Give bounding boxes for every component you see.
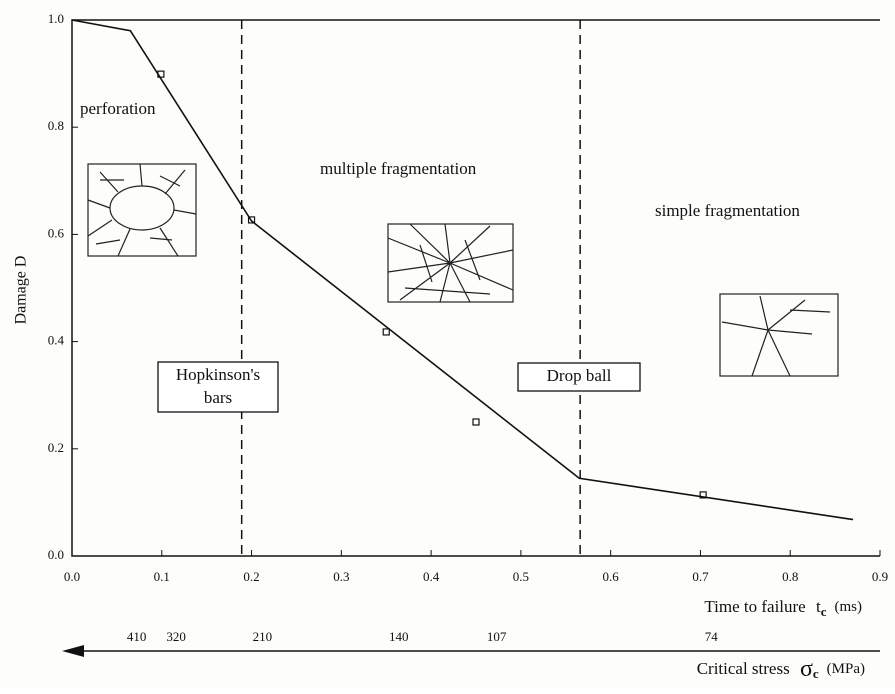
y-axis-label: Damage D	[13, 256, 30, 325]
stress-tick-label: 410	[127, 629, 147, 644]
stress-axis-label: Critical stress σc (MPa)	[697, 656, 865, 682]
x-tick-label: 0.9	[872, 569, 888, 584]
x-tick-label: 0.3	[333, 569, 349, 584]
x-tick-label: 0.6	[603, 569, 620, 584]
stress-axis-label-part: σ	[800, 656, 813, 682]
region-label: simple fragmentation	[655, 201, 800, 220]
data-point	[247, 216, 256, 224]
region-label: multiple fragmentation	[320, 159, 477, 178]
stress-tick-label: 320	[166, 629, 186, 644]
y-tick-label: 0.4	[48, 333, 65, 348]
y-tick-label: 1.0	[48, 11, 64, 26]
x-axis-label-part: t	[816, 597, 821, 616]
x-tick-label: 0.5	[513, 569, 529, 584]
data-point	[157, 70, 165, 78]
data-point	[699, 491, 707, 499]
stress-tick-label: 107	[487, 629, 507, 644]
stress-tick-label: 74	[705, 629, 719, 644]
x-tick-label: 0.0	[64, 569, 80, 584]
x-tick-label: 0.1	[154, 569, 170, 584]
fit-line	[71, 19, 854, 521]
method-box	[157, 361, 279, 413]
sketch-simple	[719, 293, 839, 377]
sketch-multiple	[387, 223, 514, 303]
method-label: Drop ball	[547, 366, 612, 385]
x-axis-label: Time to failure tc (ms)	[704, 597, 862, 619]
x-tick-label: 0.8	[782, 569, 798, 584]
method-label: bars	[204, 388, 232, 407]
stress-tick-label: 210	[253, 629, 273, 644]
stress-arrowhead	[62, 645, 84, 657]
axis-frame	[71, 19, 880, 557]
x-axis-label-part: Time to failure	[704, 597, 805, 616]
x-tick-label: 0.2	[243, 569, 259, 584]
method-label: Hopkinson's	[176, 365, 260, 384]
x-tick-label: 0.7	[692, 569, 709, 584]
x-axis-label-part: c	[821, 604, 827, 619]
stress-axis-label-part: Critical stress	[697, 659, 790, 678]
y-tick-label: 0.0	[48, 547, 64, 562]
stress-axis-label-part: (MPa)	[827, 661, 865, 677]
x-axis-label-part: (ms)	[835, 599, 863, 615]
method-box	[517, 362, 641, 392]
sketch-perforation	[87, 163, 197, 257]
region-label: perforation	[80, 99, 156, 118]
y-tick-label: 0.6	[48, 225, 65, 240]
data-point	[382, 328, 390, 336]
stress-tick-label: 140	[389, 629, 409, 644]
data-point	[472, 418, 480, 426]
y-tick-label: 0.2	[48, 440, 64, 455]
y-tick-label: 0.8	[48, 118, 64, 133]
stress-axis-label-part: c	[813, 666, 819, 681]
x-tick-label: 0.4	[423, 569, 440, 584]
